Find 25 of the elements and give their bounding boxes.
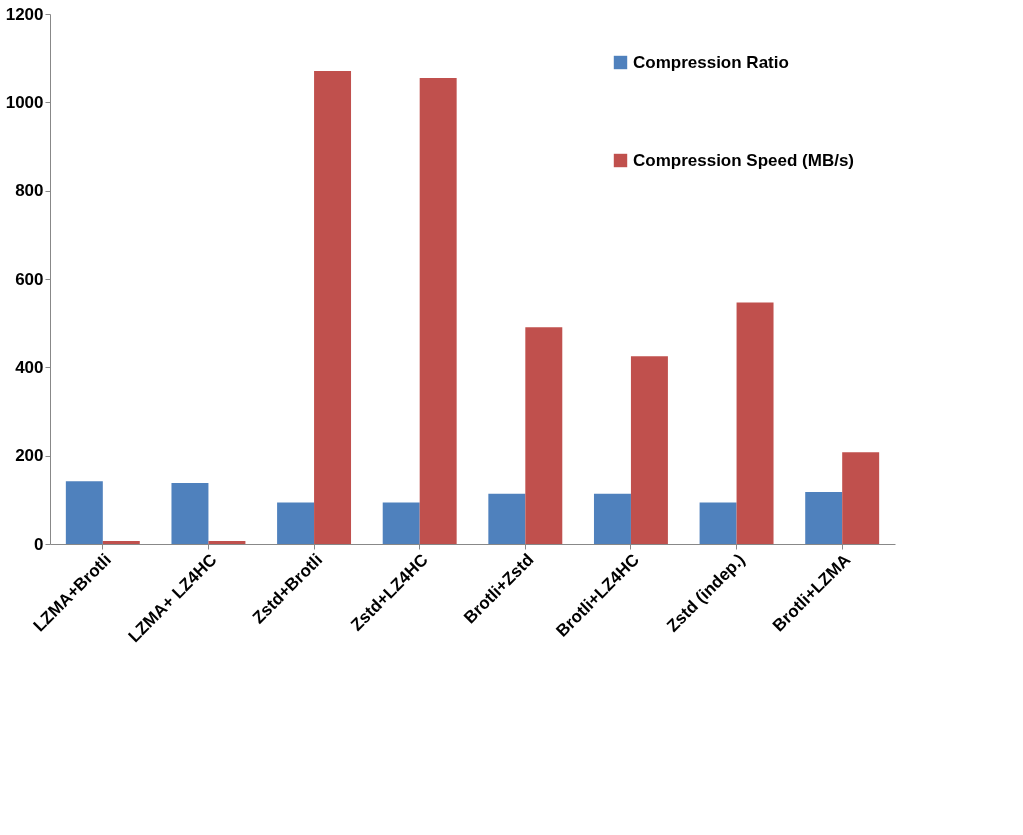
legend-label: Compression Ratio	[633, 52, 789, 72]
bar	[488, 493, 526, 544]
y-tick-label: 0	[34, 534, 44, 554]
bar	[699, 502, 737, 544]
bar	[171, 483, 209, 544]
bar	[208, 540, 246, 544]
y-tick-label: 800	[15, 181, 44, 201]
bar	[314, 70, 352, 544]
bar	[102, 540, 140, 544]
bar	[65, 481, 103, 544]
y-tick-label: 1000	[5, 92, 44, 112]
bar	[277, 502, 315, 544]
y-tick-label: 600	[15, 269, 44, 289]
y-tick-label: 400	[15, 357, 44, 377]
bar	[630, 356, 668, 544]
bar	[842, 452, 880, 544]
bar	[805, 491, 843, 544]
y-tick-label: 200	[15, 446, 44, 466]
bar	[382, 502, 420, 544]
bar	[593, 493, 631, 544]
bar	[419, 78, 457, 544]
legend-label: Compression Speed (MB/s)	[633, 150, 855, 170]
y-tick-label: 1200	[5, 4, 44, 24]
bar	[736, 302, 774, 544]
bar	[525, 327, 563, 544]
